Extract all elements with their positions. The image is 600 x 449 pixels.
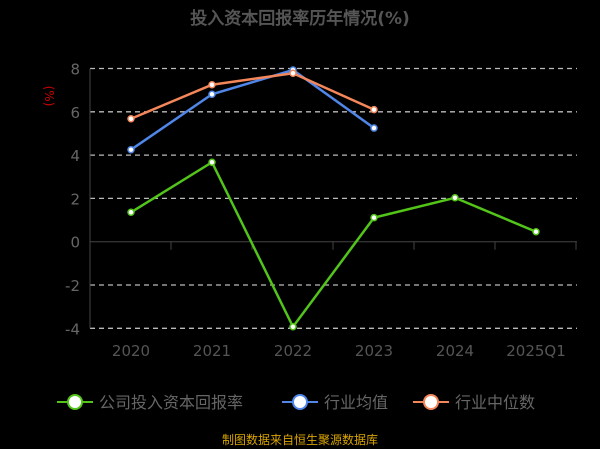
legend-marker[interactable] xyxy=(423,394,439,410)
data-point[interactable] xyxy=(451,194,459,202)
x-tick-label: 2020 xyxy=(112,342,150,360)
y-tick-label: 8 xyxy=(70,61,80,79)
y-tick-label: -4 xyxy=(65,320,80,338)
x-tick-label: 2024 xyxy=(436,342,474,360)
data-point[interactable] xyxy=(127,208,135,217)
data-point[interactable] xyxy=(289,69,297,78)
legend-label[interactable]: 行业中位数 xyxy=(455,393,535,412)
data-point[interactable] xyxy=(370,124,378,132)
y-tick-label: 4 xyxy=(70,147,80,165)
data-point[interactable] xyxy=(208,80,216,89)
series-line xyxy=(130,71,375,120)
data-point[interactable] xyxy=(370,105,378,114)
y-tick-label: 6 xyxy=(70,104,80,122)
x-tick-label: 2023 xyxy=(355,342,393,360)
data-point[interactable] xyxy=(289,323,297,331)
data-point[interactable] xyxy=(127,114,135,123)
x-tick-label: 2025Q1 xyxy=(506,342,566,360)
y-axis-label: (%) xyxy=(42,86,56,107)
legend-marker[interactable] xyxy=(292,394,308,410)
y-tick-label: -2 xyxy=(65,277,80,295)
y-tick-label: 0 xyxy=(70,234,80,252)
data-point[interactable] xyxy=(127,145,135,154)
chart-title: 投入资本回报率历年情况(%) xyxy=(190,8,410,29)
y-tick-label: 2 xyxy=(70,190,80,208)
footer-source: 制图数据来自恒生聚源数据库 xyxy=(222,432,378,447)
x-tick-label: 2021 xyxy=(193,342,231,360)
legend-label[interactable]: 行业均值 xyxy=(324,393,388,412)
data-point[interactable] xyxy=(208,158,216,166)
data-point[interactable] xyxy=(370,213,378,222)
series-line xyxy=(130,160,537,330)
data-point[interactable] xyxy=(532,227,540,236)
data-point[interactable] xyxy=(208,90,216,99)
legend-label[interactable]: 公司投入资本回报率 xyxy=(99,393,243,412)
x-tick-label: 2022 xyxy=(274,342,312,360)
series-line xyxy=(130,68,375,151)
legend-marker[interactable] xyxy=(67,394,83,410)
